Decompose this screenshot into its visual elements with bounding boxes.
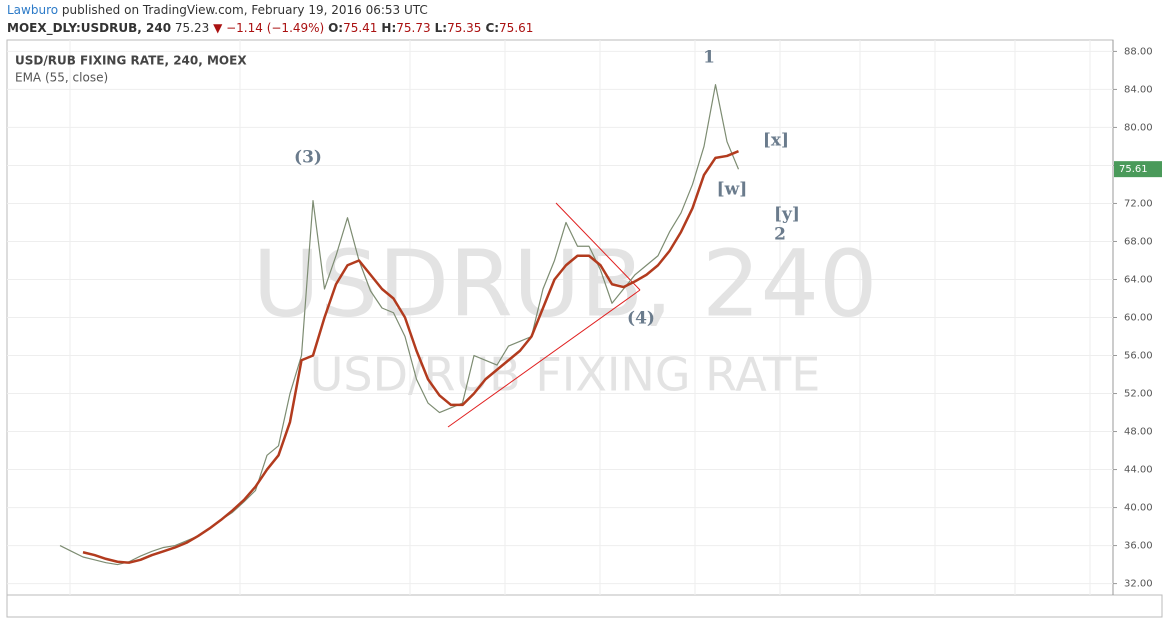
bottom-panel — [6, 594, 1163, 618]
y-tick-label: 80.00 — [1124, 122, 1153, 133]
ohlc-label: H: — [381, 21, 397, 35]
last-price-box — [1114, 161, 1162, 178]
change: ▼ −1.14 (−1.49%) — [213, 21, 325, 35]
y-tick-label: 48.00 — [1124, 427, 1153, 438]
watermark: USDRUB, 240 — [252, 230, 877, 337]
ohlc-value: 75.73 — [396, 21, 431, 35]
y-tick-label: 40.00 — [1124, 503, 1153, 514]
y-tick-label: 32.00 — [1124, 579, 1153, 590]
publish-line: Lawburo published on TradingView.com, Fe… — [7, 3, 428, 17]
annotation: [y] — [774, 205, 800, 225]
y-tick-label: 64.00 — [1124, 274, 1153, 285]
y-tick-label: 52.00 — [1124, 389, 1153, 400]
annotation: (3) — [294, 148, 322, 168]
annotation: (4) — [627, 309, 655, 329]
y-tick-label: 72.00 — [1124, 198, 1153, 209]
trend-line — [447, 289, 641, 428]
annotation: [x] — [763, 131, 789, 151]
last: 75.23 — [174, 21, 210, 35]
y-tick-label: 68.00 — [1124, 236, 1153, 247]
annotation: [w] — [717, 180, 748, 200]
y-tick-label: 36.00 — [1124, 541, 1153, 552]
y-tick-label: 60.00 — [1124, 313, 1153, 324]
ohlc-label: C: — [485, 21, 500, 35]
ohlc-label: O: — [328, 21, 344, 35]
chart-title: USD/RUB FIXING RATE, 240, MOEX — [15, 54, 247, 68]
ohlc-label: L: — [434, 21, 448, 35]
last-price-label: 75.61 — [1119, 164, 1148, 175]
annotation: 1 — [703, 48, 715, 68]
legend-entry: EMA (55, close) — [15, 71, 108, 85]
ohlc-value: 75.35 — [447, 21, 482, 35]
ohlc-value: 75.61 — [499, 21, 534, 35]
annotation: 2 — [774, 225, 786, 245]
y-tick-label: 88.00 — [1124, 46, 1153, 57]
y-tick-label: 44.00 — [1124, 465, 1153, 476]
symbol-line: MOEX_DLY:USDRUB, 240 75.23 ▼ −1.14 (−1.4… — [7, 21, 537, 35]
y-tick-label: 56.00 — [1124, 351, 1153, 362]
published: published on TradingView.com, February 1… — [61, 3, 428, 17]
ohlc: O:75.41 H:75.73 L:75.35 C:75.61 — [328, 21, 537, 35]
y-tick-label: 84.00 — [1124, 84, 1153, 95]
trend-line — [555, 202, 641, 291]
watermark-sub: USD/RUB FIXING RATE — [310, 348, 821, 402]
ema-line — [82, 150, 739, 564]
symbol: MOEX_DLY:USDRUB, 240 — [7, 21, 172, 35]
ohlc-value: 75.41 — [343, 21, 378, 35]
publisher[interactable]: Lawburo — [7, 3, 59, 17]
